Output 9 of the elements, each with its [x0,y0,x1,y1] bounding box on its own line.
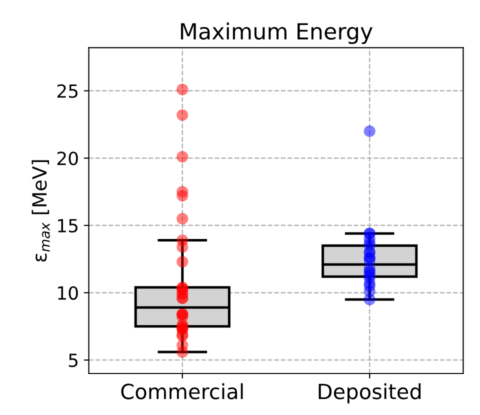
x-tick-label: Commercial [121,383,243,400]
y-tick-label: 5 [68,354,78,368]
y-tick-label: 20 [57,152,78,166]
y-tick-label: 15 [58,219,78,233]
y-axis-title: ε$_{max}$ [MeV] [32,160,50,262]
chart-title: Maximum Energy [181,22,373,44]
x-tick-label: Deposited [318,383,421,404]
y-tick-label: 25 [57,84,78,98]
y-tick-label: 10 [58,286,78,300]
